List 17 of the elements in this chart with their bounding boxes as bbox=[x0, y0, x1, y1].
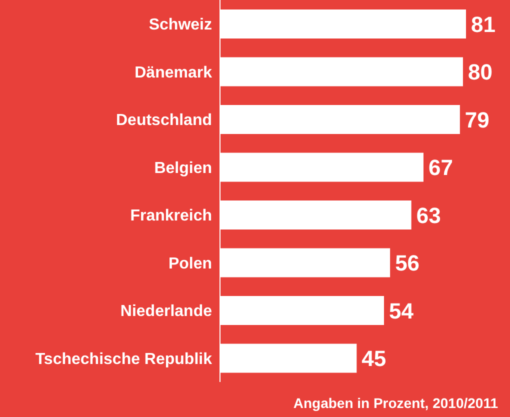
y-tick-label: Niederlande bbox=[120, 303, 212, 320]
data-label: 80 bbox=[468, 60, 492, 85]
y-tick-label: Polen bbox=[168, 255, 212, 272]
y-tick-label: Dänemark bbox=[134, 64, 212, 82]
y-tick-label: Tschechische Republik bbox=[35, 350, 212, 368]
data-label: 81 bbox=[471, 12, 496, 37]
y-tick-label: Schweiz bbox=[148, 16, 212, 34]
data-label: 79 bbox=[464, 107, 490, 132]
y-tick-label: Frankreich bbox=[130, 208, 212, 225]
data-label: 54 bbox=[389, 298, 414, 324]
data-label: 56 bbox=[395, 250, 420, 276]
data-label: 63 bbox=[416, 202, 441, 228]
y-tick-label: Belgien bbox=[154, 160, 212, 177]
data-label: 67 bbox=[428, 155, 453, 180]
text: Angaben in Prozent, 2010/2011 bbox=[293, 395, 498, 411]
y-tick-label: Deutschland bbox=[116, 112, 212, 130]
data-label: 45 bbox=[362, 346, 386, 372]
